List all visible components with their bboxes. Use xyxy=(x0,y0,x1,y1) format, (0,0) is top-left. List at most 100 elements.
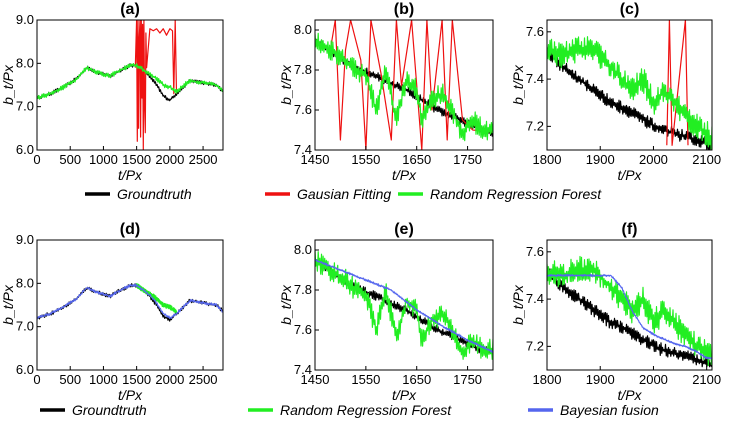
panel-title: (c) xyxy=(620,1,640,18)
plot-frame xyxy=(546,19,713,151)
plot-frame xyxy=(314,19,494,151)
x-tick-label: 1450 xyxy=(301,152,330,167)
x-tick-label: 1500 xyxy=(122,152,151,167)
series-line-gausian-fitting xyxy=(666,20,689,146)
x-axis-label: t/Px xyxy=(392,167,417,183)
y-tick-label: 8.0 xyxy=(294,22,312,37)
series-line-bayesian-fusion xyxy=(315,258,493,353)
y-tick-label: 7.2 xyxy=(526,118,544,133)
panel-title: (f) xyxy=(622,221,638,238)
x-tick-label: 2500 xyxy=(189,152,218,167)
x-tick-label: 2500 xyxy=(189,372,218,387)
y-axis-label: b_t/Px xyxy=(278,284,294,325)
x-tick-label: 2000 xyxy=(639,372,668,387)
x-tick-label: 1900 xyxy=(586,152,615,167)
chart-panel-6: (f) 1800 1900 2000 2100 7.2 7.4 7.6 t/Px b_t/Px xyxy=(510,221,721,403)
chart-panel-2: (b) 1450 1550 1650 1750 7.4 7.6 7.8 8.0 t/Px b_t/P… xyxy=(278,1,494,183)
x-tick-label: 500 xyxy=(59,372,81,387)
series-line-gausian-fitting xyxy=(134,20,178,150)
series-line-groundtruth xyxy=(547,46,712,150)
x-tick-label: 1550 xyxy=(351,372,380,387)
panel-title: (b) xyxy=(394,1,414,18)
y-tick-label: 8.0 xyxy=(16,55,34,70)
y-tick-label: 7.4 xyxy=(526,291,544,306)
x-tick-label: 1650 xyxy=(402,372,431,387)
y-axis-label: b_t/Px xyxy=(0,284,16,325)
series-line-random-regression-forest xyxy=(136,283,178,314)
chart-panel-5: (e) 1450 1550 1650 1750 7.4 7.6 7.8 8.0 t/Px b_t/P… xyxy=(278,221,494,403)
panel-title: (e) xyxy=(394,221,414,238)
y-tick-label: 7.6 xyxy=(294,102,312,117)
x-tick-label: 1550 xyxy=(351,152,380,167)
legend-label-groundtruth: Groundtruth xyxy=(117,186,192,202)
x-tick-label: 1900 xyxy=(586,372,615,387)
y-tick-label: 6.0 xyxy=(16,142,34,157)
y-tick-label: 8.0 xyxy=(16,275,34,290)
x-axis-label: t/Px xyxy=(617,387,642,403)
x-tick-label: 2100 xyxy=(692,152,721,167)
y-axis-label: b_t/Px xyxy=(510,64,526,105)
plot-frame xyxy=(314,239,494,371)
x-axis-label: t/Px xyxy=(392,387,417,403)
x-tick-label: 2000 xyxy=(155,152,184,167)
y-tick-label: 7.8 xyxy=(294,62,312,77)
legend-label-random-regression-forest: Random Regression Forest xyxy=(280,402,452,418)
x-tick-label: 500 xyxy=(59,152,81,167)
series-group xyxy=(37,20,223,150)
y-tick-label: 9.0 xyxy=(16,12,34,27)
series-line-bayesian-fusion xyxy=(547,273,712,360)
x-tick-label: 2100 xyxy=(692,372,721,387)
series-line-random-regression-forest xyxy=(315,250,493,360)
y-tick-label: 9.0 xyxy=(16,232,34,247)
x-tick-label: 1800 xyxy=(533,372,562,387)
y-tick-label: 7.4 xyxy=(294,362,312,377)
plot-frame xyxy=(36,239,224,371)
legend-label-gausian-fitting: Gausian Fitting xyxy=(297,186,391,202)
y-tick-label: 7.4 xyxy=(526,71,544,86)
x-tick-label: 2000 xyxy=(639,152,668,167)
x-axis-label: t/Px xyxy=(617,167,642,183)
series-line-groundtruth xyxy=(547,265,712,368)
series-group xyxy=(37,283,223,322)
y-tick-label: 7.2 xyxy=(526,338,544,353)
y-tick-label: 7.6 xyxy=(294,322,312,337)
chart-panel-4: (d) 0 500 1000 1500 2000 2500 6.0 7.0 8.0 9.0 t/Px b… xyxy=(0,221,224,403)
y-tick-label: 7.8 xyxy=(294,282,312,297)
x-axis-label: t/Px xyxy=(118,387,143,403)
y-axis-label: b_t/Px xyxy=(0,64,16,105)
legend-2: Groundtruth Random Regression Forest Bayes… xyxy=(40,402,659,418)
chart-panel-3: (c) 1800 1900 2000 2100 7.2 7.4 7.6 t/Px b_t/Px xyxy=(510,1,721,183)
series-line-random-regression-forest xyxy=(37,62,223,100)
series-line-random-regression-forest xyxy=(547,36,712,150)
y-tick-label: 7.4 xyxy=(294,142,312,157)
panel-title: (d) xyxy=(120,221,140,238)
series-group xyxy=(547,255,712,368)
series-line-random-regression-forest xyxy=(547,255,712,367)
series-line-bayesian-fusion xyxy=(37,283,223,320)
chart-panel-1: (a) 0 500 1000 1500 2000 2500 6.0 7.0 8.0 9.0 t/Px b… xyxy=(0,1,224,183)
series-line-gausian-fitting xyxy=(315,20,493,150)
legend-1: Groundtruth Gausian Fitting Random Regress… xyxy=(85,186,602,202)
series-group xyxy=(547,20,712,150)
plot-frame xyxy=(36,19,224,151)
series-group xyxy=(315,250,493,360)
y-tick-label: 7.0 xyxy=(16,319,34,334)
y-tick-label: 8.0 xyxy=(294,242,312,257)
plot-frame xyxy=(546,239,713,371)
x-axis-label: t/Px xyxy=(118,167,143,183)
x-tick-label: 1500 xyxy=(122,372,151,387)
legend-label-groundtruth: Groundtruth xyxy=(72,402,147,418)
legend-label-bayesian-fusion: Bayesian fusion xyxy=(560,402,659,418)
x-tick-label: 2000 xyxy=(155,372,184,387)
x-tick-label: 1800 xyxy=(533,152,562,167)
x-tick-label: 1650 xyxy=(402,152,431,167)
x-tick-label: 1750 xyxy=(453,152,482,167)
x-tick-label: 1000 xyxy=(89,152,118,167)
x-tick-label: 1750 xyxy=(453,372,482,387)
panel-title: (a) xyxy=(120,1,140,18)
y-tick-label: 7.0 xyxy=(16,99,34,114)
y-tick-label: 6.0 xyxy=(16,362,34,377)
x-tick-label: 0 xyxy=(33,152,40,167)
y-axis-label: b_t/Px xyxy=(278,64,294,105)
